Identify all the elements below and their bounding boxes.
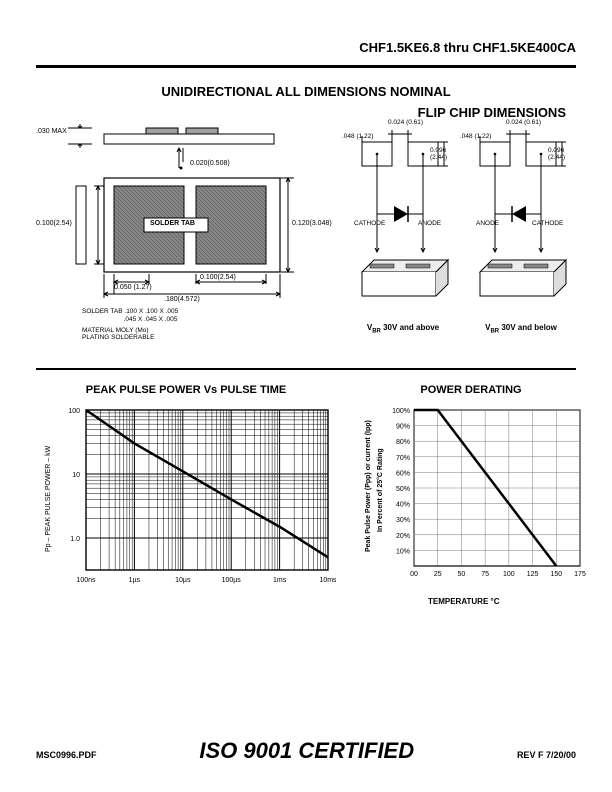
label-solder-tab: SOLDER TAB <box>150 220 195 227</box>
chart2-svg: 00 25 50 75 100 125 150 175 10% 20% 30% 40% 50% 60% 70… <box>356 402 586 602</box>
svg-text:1.0: 1.0 <box>70 536 80 543</box>
svg-text:80%: 80% <box>396 439 410 446</box>
svg-text:100: 100 <box>68 408 80 415</box>
svg-text:20%: 20% <box>396 533 410 540</box>
dim-020: 0.020(0.508) <box>190 160 230 167</box>
flip-cathode: CATHODE <box>354 220 385 227</box>
flip-caption-above: VBR 30V and above <box>348 323 458 335</box>
svg-text:00: 00 <box>410 571 418 578</box>
svg-text:125: 125 <box>527 571 539 578</box>
svg-text:10: 10 <box>72 472 80 479</box>
svg-text:25: 25 <box>434 571 442 578</box>
dim-bot1: 0.050 (1.27) <box>114 284 152 291</box>
flip-dim-b: .048 (1.22) <box>342 134 373 141</box>
footer-left: MSC0996.PDF <box>36 750 97 760</box>
dim-left: 0.100(2.54) <box>36 220 72 227</box>
flip-chip-diagrams: 0.024 (0.61) .048 (1.22) 0.096 (2.44) CA… <box>336 124 576 335</box>
svg-text:10µs: 10µs <box>175 577 191 584</box>
chart-ppp-vs-time: PEAK PULSE POWER Vs PULSE TIME 100ns1µs1… <box>36 384 336 602</box>
flip-dim-a2: 0.024 (0.61) <box>506 120 541 127</box>
note-3: PLATING SOLDERABLE <box>82 334 178 342</box>
flip-dim-c2: 0.096 (2.44) <box>548 148 576 161</box>
section-title-unidirectional: UNIDIRECTIONAL ALL DIMENSIONS NOMINAL <box>36 84 576 99</box>
footer-right: REV F 7/20/00 <box>517 750 576 760</box>
flip-caption-below: VBR 30V and below <box>466 323 576 335</box>
svg-text:70%: 70% <box>396 455 410 462</box>
svg-text:10ms: 10ms <box>319 577 336 584</box>
flip-anode2: ANODE <box>476 220 499 227</box>
svg-text:1µs: 1µs <box>129 577 141 584</box>
section-title-flipchip: FLIP CHIP DIMENSIONS <box>36 105 576 120</box>
top-figures-row: .030 MAX 0.020(0.508) 0.100(2.54) 0.120(… <box>36 124 576 354</box>
svg-text:100µs: 100µs <box>222 577 242 584</box>
flip-dim-c: 0.096 (2.44) <box>430 148 458 161</box>
dim-right: 0.120(3.048) <box>292 220 332 227</box>
charts-row: PEAK PULSE POWER Vs PULSE TIME 100ns1µs1… <box>36 384 576 602</box>
footer-center: ISO 9001 CERTIFIED <box>199 738 414 764</box>
svg-text:40%: 40% <box>396 502 410 509</box>
svg-text:1ms: 1ms <box>273 577 287 584</box>
chart1-title: PEAK PULSE POWER Vs PULSE TIME <box>36 384 336 396</box>
flip-col-below: 0.024 (0.61) .048 (1.22) 0.096 (2.44) AN… <box>466 124 576 335</box>
chart2-title: POWER DERATING <box>356 384 586 396</box>
svg-text:30%: 30% <box>396 517 410 524</box>
rule-mid <box>36 368 576 370</box>
note-1b: .045 X .045 X .005 <box>82 316 178 324</box>
chart2-xlabel: TEMPERATURE °C <box>428 597 500 606</box>
solder-notes: SOLDER TAB .100 X .100 X .005 .045 X .04… <box>82 308 178 342</box>
flip-anode: ANODE <box>418 220 441 227</box>
note-2: MATERIAL MOLY (Mo) <box>82 327 178 335</box>
chart-derating: POWER DERATING 00 25 50 75 100 125 150 175 10% 20… <box>356 384 586 602</box>
svg-text:Peak Pulse Power (Ppp) or curr: Peak Pulse Power (Ppp) or current (Ipp) <box>365 420 372 552</box>
svg-text:50%: 50% <box>396 486 410 493</box>
flip-cathode2: CATHODE <box>532 220 563 227</box>
dim-bot3: .180(4.572) <box>164 296 200 303</box>
svg-text:90%: 90% <box>396 424 410 431</box>
flip-col-above: 0.024 (0.61) .048 (1.22) 0.096 (2.44) CA… <box>348 124 458 335</box>
svg-text:Pp – PEAK PULSE POWER – kW: Pp – PEAK PULSE POWER – kW <box>45 445 52 552</box>
svg-text:10%: 10% <box>396 548 410 555</box>
page-title: CHF1.5KE6.8 thru CHF1.5KE400CA <box>36 40 576 55</box>
dim-bot2: 0.100(2.54) <box>200 274 236 281</box>
svg-text:100: 100 <box>503 571 515 578</box>
solder-diagram: .030 MAX 0.020(0.508) 0.100(2.54) 0.120(… <box>36 124 326 354</box>
flip-dim-a: 0.024 (0.61) <box>388 120 423 127</box>
svg-text:100ns: 100ns <box>76 577 96 584</box>
svg-text:100%: 100% <box>392 408 410 415</box>
svg-text:50: 50 <box>458 571 466 578</box>
rule-top <box>36 65 576 68</box>
svg-text:150: 150 <box>550 571 562 578</box>
svg-text:In Percent of 25°C Rating: In Percent of 25°C Rating <box>376 448 384 532</box>
chart1-svg: 100ns 1µs 10µs 100µs 1ms 10ms 100 10 1.0 Pp – PEA… <box>36 402 336 602</box>
dim-030max: .030 MAX <box>36 128 67 135</box>
svg-text:60%: 60% <box>396 470 410 477</box>
footer: MSC0996.PDF ISO 9001 CERTIFIED REV F 7/2… <box>36 738 576 764</box>
svg-text:75: 75 <box>481 571 489 578</box>
flip-dim-b2: .048 (1.22) <box>460 134 491 141</box>
svg-text:175: 175 <box>574 571 586 578</box>
note-1: SOLDER TAB .100 X .100 X .005 <box>82 308 178 316</box>
